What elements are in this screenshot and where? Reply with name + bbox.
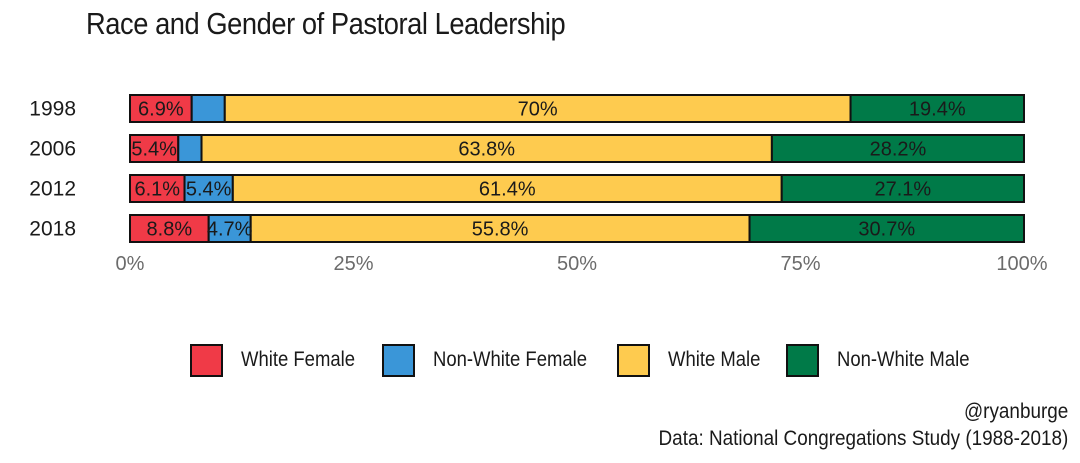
year-label: 2006 bbox=[29, 138, 76, 161]
bar-outline bbox=[129, 134, 1025, 163]
bar-segment bbox=[129, 94, 193, 123]
legend-swatch bbox=[382, 343, 415, 377]
credit-source: Data: National Congregations Study (1988… bbox=[658, 427, 1068, 450]
credit: @ryanburge Data: National Congregations … bbox=[658, 398, 1068, 452]
data-label: 63.8% bbox=[458, 139, 515, 161]
data-label: 28.2% bbox=[870, 139, 927, 161]
bar-segment bbox=[129, 174, 186, 203]
bar-segment bbox=[231, 174, 783, 203]
data-label: 27.1% bbox=[875, 179, 932, 201]
legend-label: White Male bbox=[668, 348, 761, 371]
x-tick-label: 100% bbox=[996, 253, 1047, 275]
data-label: 6.1% bbox=[134, 179, 180, 201]
data-label: 5.4% bbox=[131, 139, 177, 161]
legend-label: Non-White Male bbox=[837, 348, 970, 371]
data-label: 4.7% bbox=[207, 219, 253, 241]
data-label: 55.8% bbox=[472, 219, 529, 241]
legend-swatch bbox=[617, 343, 650, 377]
year-label: 1998 bbox=[29, 98, 76, 121]
bar-segment bbox=[200, 134, 773, 163]
bar-segment bbox=[249, 214, 751, 243]
x-tick-label: 0% bbox=[116, 253, 145, 275]
legend-item: Non-White Female bbox=[382, 340, 608, 380]
legend-label: White Female bbox=[241, 348, 356, 371]
legend-swatch bbox=[786, 343, 819, 377]
data-label: 61.4% bbox=[479, 179, 536, 201]
value-labels-layer: 6.9% 70% 19.4% 5.4% 63.8% 28.2% 6.1% 5.4% 61.4% 2… bbox=[131, 99, 966, 241]
bar-segment bbox=[190, 94, 226, 123]
bar-outline bbox=[129, 214, 1025, 243]
year-label: 2018 bbox=[29, 218, 76, 241]
bar-outline bbox=[129, 174, 1025, 203]
legend-label: Non-White Female bbox=[433, 348, 588, 371]
x-tick-label: 75% bbox=[780, 253, 820, 275]
legend-item: White Male bbox=[617, 340, 773, 380]
chart-title: Race and Gender of Pastoral Leadership bbox=[86, 6, 566, 41]
year-label: 2012 bbox=[29, 178, 76, 201]
legend: White Female Non-White Female White Male No… bbox=[0, 340, 1080, 384]
legend-swatch bbox=[190, 343, 223, 377]
bar-outline bbox=[129, 94, 1025, 123]
legend-item: Non-White Male bbox=[786, 340, 988, 380]
data-label: 5.4% bbox=[186, 179, 232, 201]
data-label: 70% bbox=[518, 99, 558, 121]
x-tick-label: 50% bbox=[557, 253, 597, 275]
x-tick-label: 25% bbox=[333, 253, 373, 275]
bar-chart: 6.9% 70% 19.4% 5.4% 63.8% 28.2% 6.1% 5.4% 61.4% 2… bbox=[29, 94, 1048, 275]
bar-segment bbox=[207, 214, 252, 243]
x-axis-ticks: 0% 25% 50% 75% 100% bbox=[116, 253, 1048, 275]
data-label: 8.8% bbox=[147, 219, 193, 241]
legend-item: White Female bbox=[190, 340, 371, 380]
bar-segment bbox=[177, 134, 203, 163]
data-label: 6.9% bbox=[138, 99, 184, 121]
bar-segment bbox=[770, 134, 1026, 163]
data-label: 19.4% bbox=[909, 99, 966, 121]
credit-handle: @ryanburge bbox=[963, 400, 1068, 423]
data-label: 30.7% bbox=[858, 219, 915, 241]
bar-segment bbox=[223, 94, 852, 123]
bars-layer bbox=[129, 94, 1026, 243]
year-labels-layer: 1998 2006 2012 2018 bbox=[29, 98, 76, 241]
